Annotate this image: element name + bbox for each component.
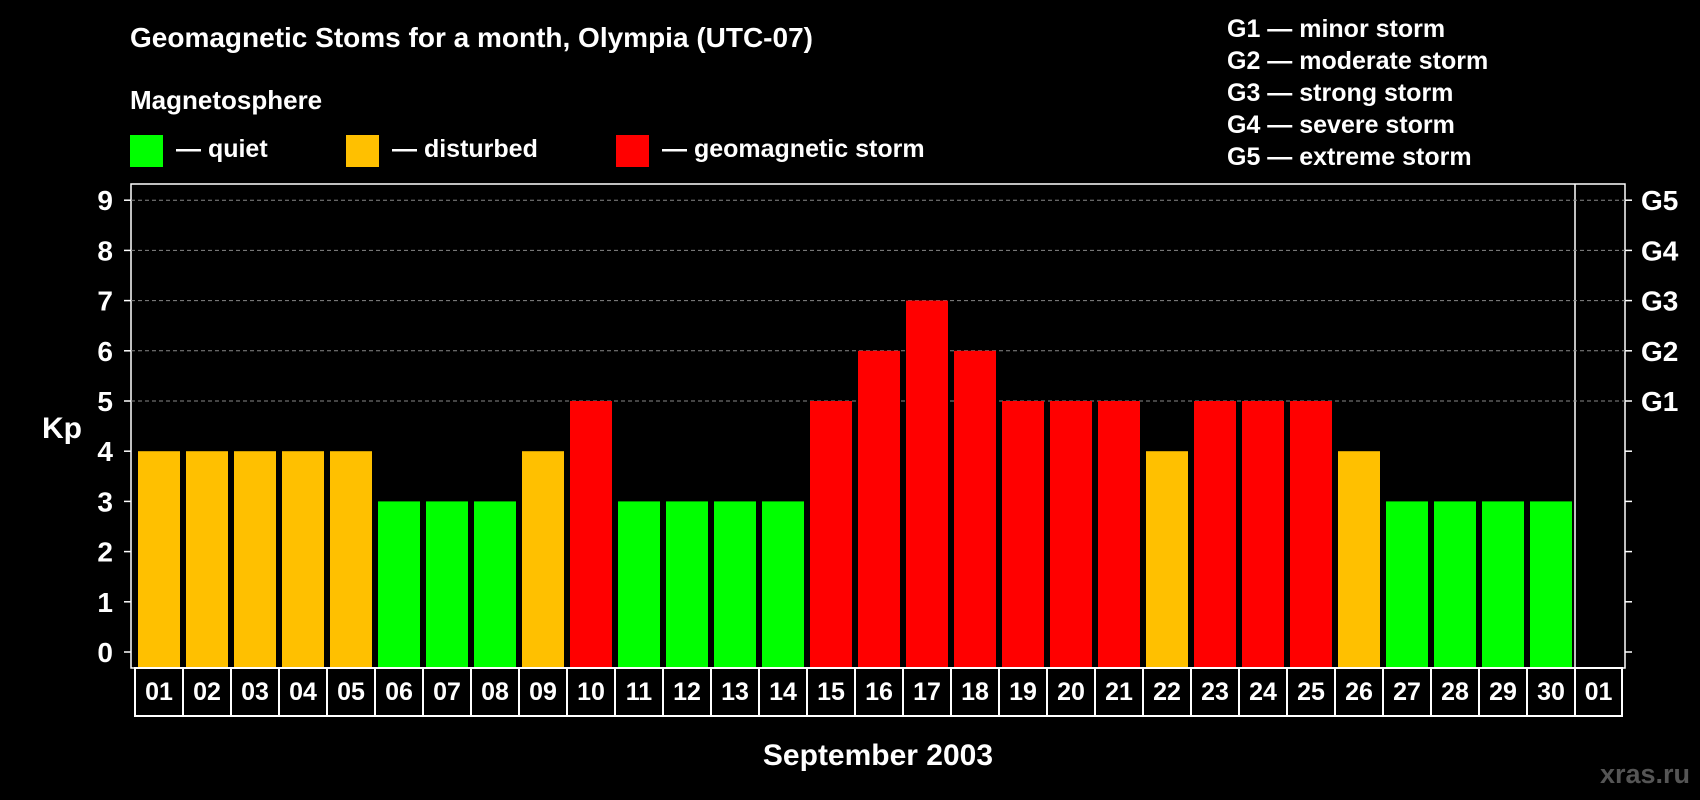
bar xyxy=(1146,451,1188,668)
bar xyxy=(186,451,228,668)
bar xyxy=(1386,501,1428,668)
bar xyxy=(234,451,276,668)
x-tick-label: 03 xyxy=(241,678,269,706)
bar xyxy=(282,451,324,668)
x-tick-label: 11 xyxy=(626,678,653,706)
x-tick-label: 09 xyxy=(529,678,557,706)
bar xyxy=(1434,501,1476,668)
storm-scale-g3: G3 — strong storm xyxy=(1227,79,1453,107)
x-tick-label: 28 xyxy=(1441,678,1469,706)
y-tick-label: 5 xyxy=(97,386,113,417)
storm-scale-g1: G1 — minor storm xyxy=(1227,15,1445,43)
legend-label-storm: — geomagnetic storm xyxy=(662,135,925,163)
x-axis-label: September 2003 xyxy=(763,739,993,772)
y-tick-label: 1 xyxy=(97,587,113,618)
bar xyxy=(426,501,468,668)
bar xyxy=(858,350,900,668)
x-tick-label: 10 xyxy=(577,678,605,706)
x-tick-label: 27 xyxy=(1393,678,1421,706)
x-tick-label: 29 xyxy=(1489,678,1517,706)
y-tick-label: 2 xyxy=(97,537,113,568)
bar xyxy=(666,501,708,668)
bar xyxy=(1098,401,1140,668)
date-box xyxy=(134,667,1623,717)
y-tick-label: 8 xyxy=(97,235,113,266)
legend-swatch-storm xyxy=(616,135,649,167)
watermark: xras.ru xyxy=(1600,759,1690,789)
storm-scale-g4: G4 — severe storm xyxy=(1227,111,1455,139)
bar xyxy=(1002,401,1044,668)
bar xyxy=(378,501,420,668)
y-tick-label: 0 xyxy=(97,637,113,668)
right-tick-label: G2 xyxy=(1641,336,1678,367)
x-tick-label: 06 xyxy=(385,678,413,706)
x-tick-label: 24 xyxy=(1249,678,1277,706)
legend-label-disturbed: — disturbed xyxy=(392,135,538,163)
bar xyxy=(906,300,948,668)
bar xyxy=(474,501,516,668)
y-axis-label: Kp xyxy=(42,412,82,445)
y-tick-label: 6 xyxy=(97,336,113,367)
bar xyxy=(330,451,372,668)
x-tick-label: 22 xyxy=(1153,678,1181,706)
y-tick-label: 3 xyxy=(97,486,113,517)
x-tick-label: 25 xyxy=(1297,678,1325,706)
y-tick-label: 4 xyxy=(97,436,113,467)
bar xyxy=(714,501,756,668)
x-tick-label: 05 xyxy=(337,678,365,706)
x-tick-label: 12 xyxy=(673,678,701,706)
bar xyxy=(522,451,564,668)
right-tick-label: G3 xyxy=(1641,286,1678,317)
x-tick-label: 15 xyxy=(817,678,845,706)
x-tick-label: 14 xyxy=(769,678,797,706)
x-tick-label: 04 xyxy=(289,678,317,706)
bar xyxy=(1194,401,1236,668)
x-tick-label: 18 xyxy=(961,678,989,706)
right-tick-label: G1 xyxy=(1641,386,1678,417)
storm-scale-g2: G2 — moderate storm xyxy=(1227,47,1488,75)
y-tick-label: 9 xyxy=(97,185,113,216)
x-tick-label: 20 xyxy=(1057,678,1085,706)
x-tick-label: 01 xyxy=(145,678,173,706)
x-tick-label: 17 xyxy=(913,678,941,706)
bar xyxy=(1338,451,1380,668)
bar xyxy=(1050,401,1092,668)
y-tick-label: 7 xyxy=(97,286,113,317)
bar xyxy=(1530,501,1572,668)
x-tick-label: 19 xyxy=(1009,678,1037,706)
x-tick-label: 30 xyxy=(1537,678,1565,706)
legend-title: Magnetosphere xyxy=(130,85,322,115)
legend-swatch-quiet xyxy=(130,135,163,167)
legend-label-quiet: — quiet xyxy=(176,135,268,163)
x-tick-label: 02 xyxy=(193,678,221,706)
bar xyxy=(1242,401,1284,668)
bar xyxy=(810,401,852,668)
x-tick-label: 26 xyxy=(1345,678,1373,706)
bar xyxy=(138,451,180,668)
x-tick-label: 01 xyxy=(1585,678,1613,706)
right-tick-label: G4 xyxy=(1641,235,1679,266)
bar xyxy=(954,350,996,668)
legend-swatch-disturbed xyxy=(346,135,379,167)
bar xyxy=(1290,401,1332,668)
x-tick-label: 16 xyxy=(865,678,893,706)
storm-scale-g5: G5 — extreme storm xyxy=(1227,143,1472,171)
x-tick-label: 08 xyxy=(481,678,509,706)
right-tick-label: G5 xyxy=(1641,185,1678,216)
bar xyxy=(762,501,804,668)
x-tick-label: 21 xyxy=(1105,678,1133,706)
x-tick-label: 07 xyxy=(433,678,461,706)
x-tick-label: 13 xyxy=(721,678,749,706)
chart-title: Geomagnetic Stoms for a month, Olympia (… xyxy=(130,22,813,53)
bar xyxy=(1482,501,1524,668)
x-tick-label: 23 xyxy=(1201,678,1229,706)
bar xyxy=(570,401,612,668)
bar xyxy=(618,501,660,668)
